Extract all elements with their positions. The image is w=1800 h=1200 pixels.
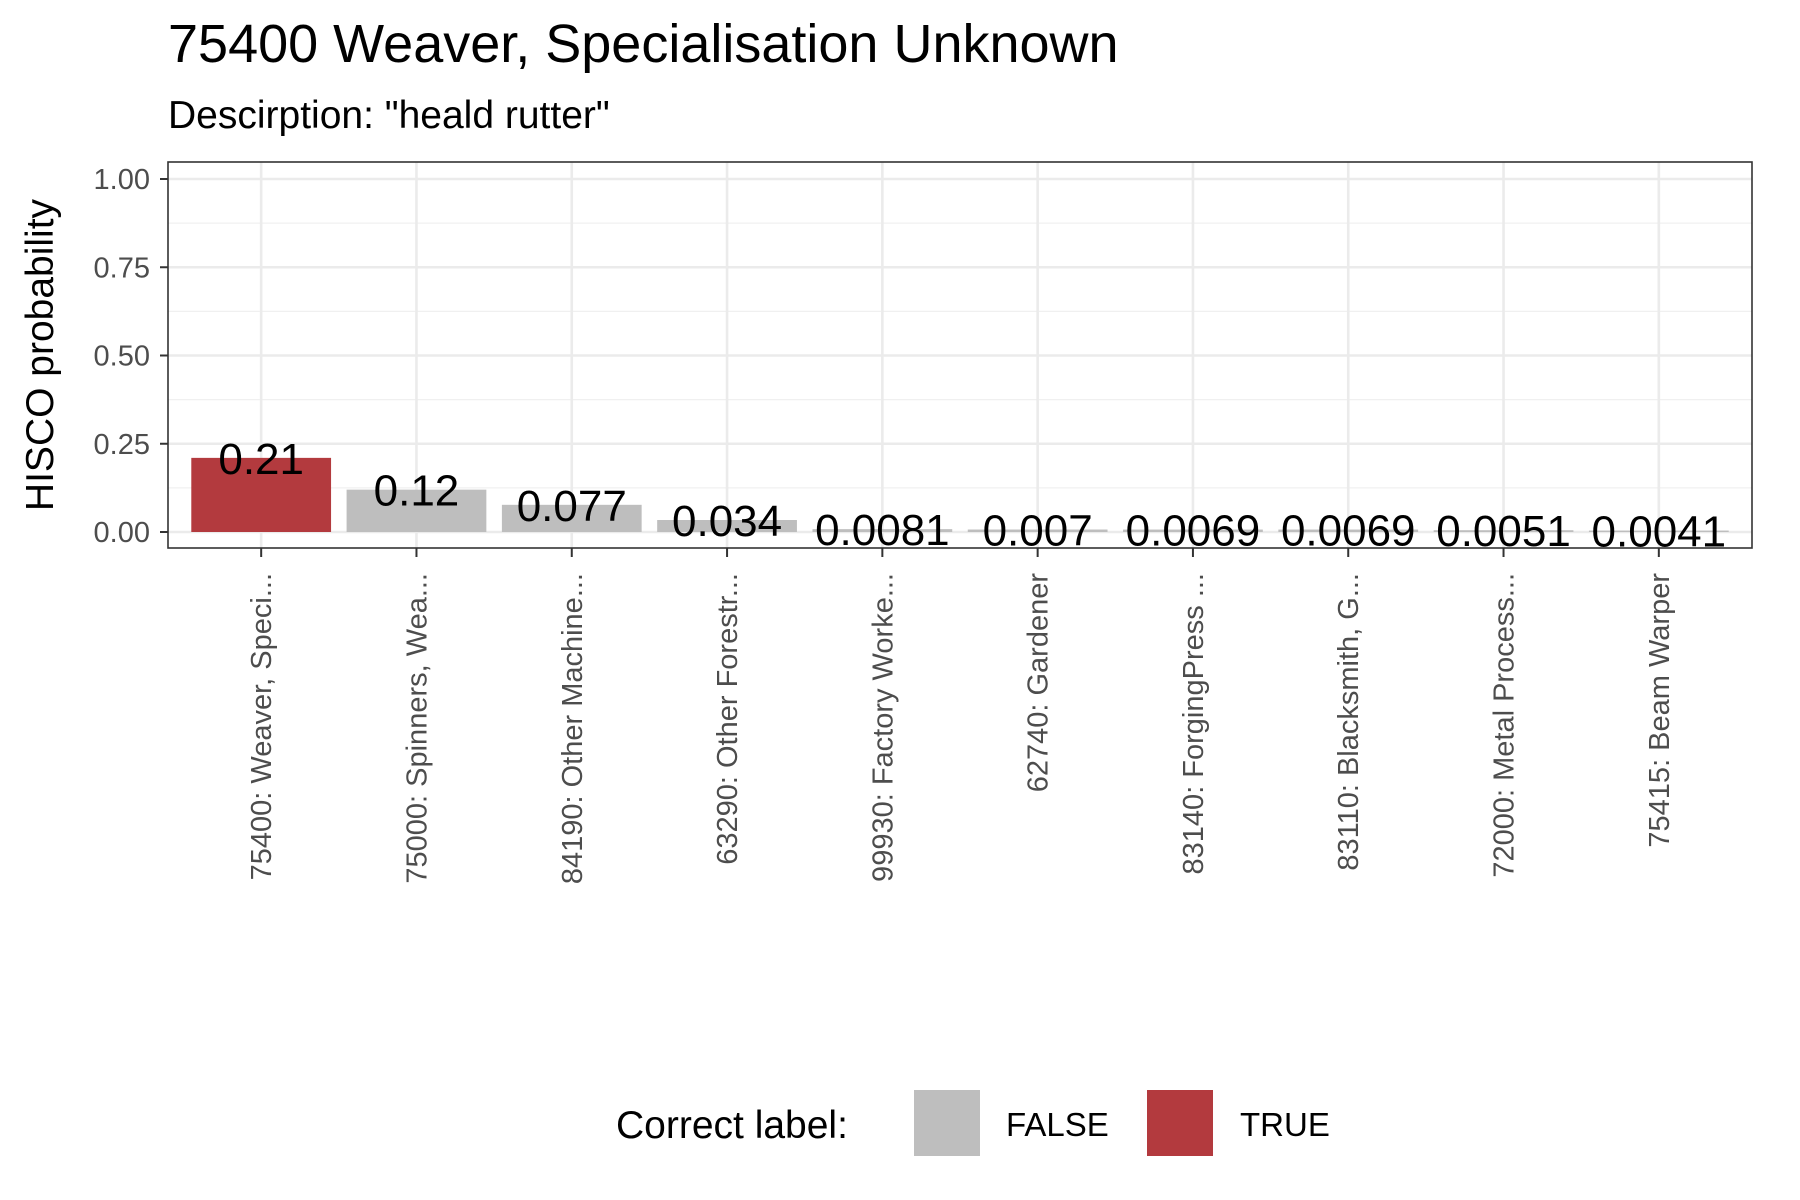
- bar: [657, 519, 797, 532]
- x-tick-label: 72000: Metal Process...: [1489, 573, 1521, 878]
- legend-swatch-false: [914, 1090, 980, 1156]
- x-tick-label: 75400: Weaver, Speci...: [246, 573, 278, 880]
- x-tick-label: 84190: Other Machine...: [557, 573, 589, 884]
- y-tick-label: 0.00: [94, 517, 150, 549]
- legend-label-true: TRUE: [1240, 1106, 1330, 1143]
- bar: [1433, 530, 1574, 532]
- legend-title: Correct label:: [616, 1104, 848, 1147]
- x-tick-label: 83110: Blacksmith, G...: [1333, 573, 1365, 871]
- x-tick-label: 75000: Spinners, Wea...: [401, 573, 433, 884]
- y-axis-title: HISCO probability: [19, 198, 62, 511]
- legend: Correct label: FALSE TRUE: [616, 1090, 1330, 1156]
- bars: [191, 457, 1729, 532]
- bar: [1278, 529, 1419, 532]
- bar: [1588, 530, 1729, 532]
- chart-subtitle: Descirption: "heald rutter": [168, 94, 610, 137]
- y-tick-label: 1.00: [94, 164, 150, 196]
- y-tick-label: 0.25: [94, 429, 150, 461]
- data-label: 0.12: [374, 467, 460, 516]
- x-tick-label: 75415: Beam Warper: [1644, 573, 1676, 848]
- x-axis: 75400: Weaver, Speci... 75000: Spinners, …: [246, 548, 1676, 884]
- grid: [168, 162, 1752, 548]
- data-label: 0.0081: [815, 506, 950, 555]
- data-label: 0.21: [218, 435, 304, 484]
- y-tick-label: 0.50: [94, 341, 150, 373]
- bar: [1123, 529, 1263, 532]
- bar: [812, 529, 953, 532]
- bar: [346, 489, 487, 532]
- legend-swatch-true: [1147, 1090, 1213, 1156]
- y-tick-label: 0.75: [94, 252, 150, 284]
- legend-label-false: FALSE: [1006, 1106, 1109, 1143]
- bar: [501, 504, 642, 532]
- x-tick-label: 99930: Factory Worke...: [867, 573, 899, 882]
- x-tick-label: 62740: Gardener: [1023, 573, 1055, 793]
- x-tick-label: 83140: ForgingPress ...: [1178, 573, 1210, 874]
- bar: [967, 529, 1108, 532]
- data-label: 0.077: [517, 482, 627, 531]
- chart-title: 75400 Weaver, Specialisation Unknown: [168, 14, 1119, 74]
- bar: [191, 457, 332, 532]
- x-tick-label: 63290: Other Forestr...: [712, 573, 744, 865]
- data-label: 0.034: [672, 497, 782, 546]
- y-axis: 0.00 0.25 0.50 0.75 1.00: [94, 164, 168, 549]
